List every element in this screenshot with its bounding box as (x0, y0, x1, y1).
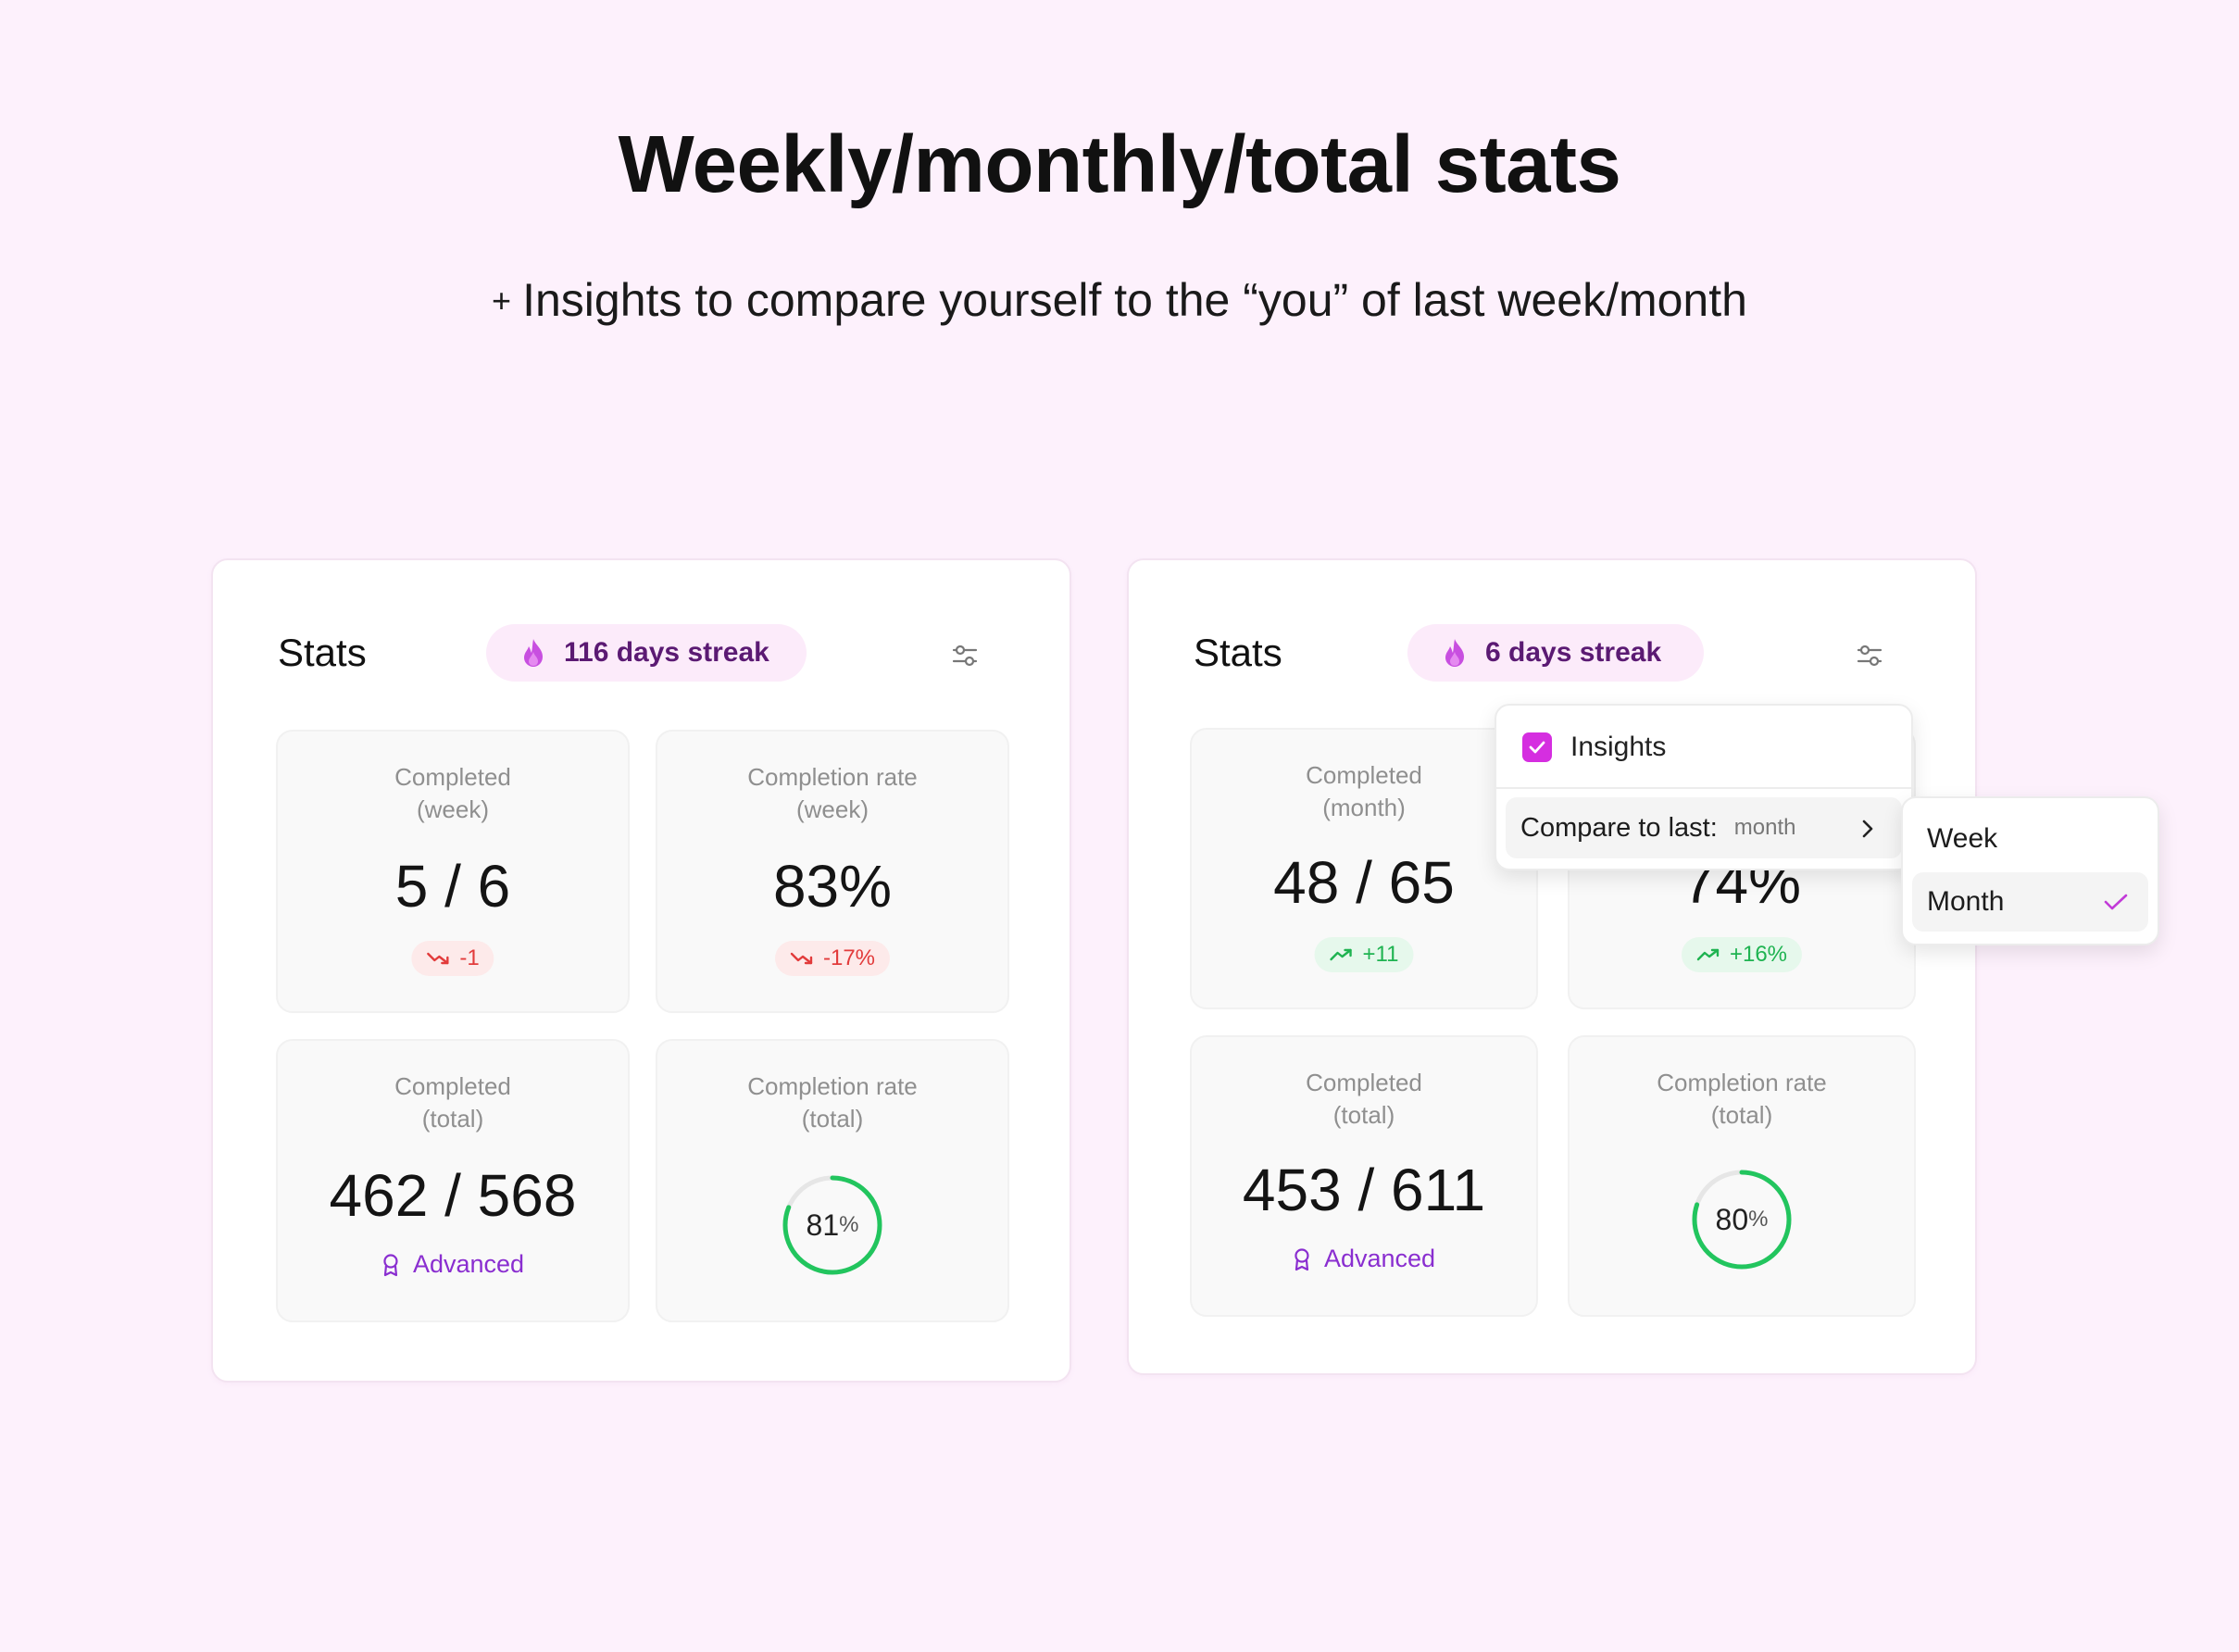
page-subline: + Insights to compare yourself to the “yo… (0, 273, 2239, 327)
plus-sign: + (492, 282, 512, 319)
trend-up-icon (1330, 948, 1352, 961)
ring-label: 81% (781, 1173, 884, 1277)
tile-sublabel: (total) (1332, 1101, 1395, 1129)
tile-sublabel: (month) (1322, 794, 1406, 821)
stats-panel-monthly: Stats 6 days streak Completed (month) 48… (1127, 558, 1977, 1375)
chevron-right-icon (1862, 820, 1873, 838)
streak-badge[interactable]: 6 days streak (1407, 624, 1704, 682)
tile-label: Completion rate (1657, 1069, 1827, 1096)
delta-badge: +16% (1681, 937, 1803, 972)
period-option-month[interactable]: Month (1912, 872, 2148, 932)
flame-icon (524, 639, 543, 667)
ring-unit: % (1748, 1207, 1769, 1232)
ring-label: 80% (1690, 1168, 1794, 1271)
tile-sublabel: (total) (1710, 1101, 1773, 1129)
level-label: Advanced (412, 1250, 525, 1278)
tile-label: Completed (394, 763, 511, 791)
compare-value: month (1733, 815, 1796, 840)
sliders-icon[interactable] (951, 642, 979, 670)
level-badge: Advanced (1293, 1245, 1435, 1273)
ring-value: 80 (1715, 1202, 1749, 1236)
tile-completed-week: Completed (week) 5 / 6 -1 (276, 730, 630, 1013)
progress-ring: 80% (1690, 1168, 1794, 1271)
trend-down-icon (790, 952, 813, 965)
delta-value: -1 (459, 945, 480, 970)
tile-sublabel: (total) (801, 1105, 864, 1133)
flame-icon (1445, 639, 1464, 667)
award-icon (1295, 1247, 1309, 1270)
delta-value: +16% (1729, 942, 1788, 967)
tile-rate-week: Completion rate (week) 83% -17% (656, 730, 1009, 1013)
stats-title: Stats (278, 631, 367, 674)
compare-label: Compare to last: (1520, 812, 1718, 843)
award-icon (383, 1253, 398, 1276)
delta-badge: +11 (1314, 937, 1414, 972)
insights-toggle[interactable]: Insights (1496, 728, 1911, 767)
trend-down-icon (427, 952, 449, 965)
page-headline: Weekly/monthly/total stats (618, 119, 1621, 209)
streak-label: 6 days streak (1485, 637, 1662, 668)
tile-completed-month: Completed (month) 48 / 65 +11 (1190, 728, 1538, 1009)
trend-up-icon (1696, 948, 1720, 961)
stats-panel-weekly: Stats 116 days streak Completed (week) 5… (211, 558, 1071, 1383)
tile-label: Completed (1306, 761, 1422, 789)
tile-rate-total: Completion rate (total) 81% (656, 1039, 1009, 1322)
tile-completed-total: Completed (total) 453 / 611 Advanced (1190, 1035, 1538, 1317)
ring-unit: % (839, 1212, 859, 1237)
tile-sublabel: (week) (795, 795, 869, 823)
ring-value: 81 (806, 1208, 840, 1242)
tile-label: Completed (394, 1072, 511, 1100)
stats-title: Stats (1194, 631, 1282, 674)
tile-value: 83% (772, 853, 893, 920)
insights-label: Insights (1570, 732, 1667, 762)
delta-value: -17% (822, 945, 876, 970)
check-icon (1529, 741, 1545, 754)
check-icon (2104, 894, 2128, 910)
tile-label: Completion rate (747, 1072, 918, 1100)
option-label: Week (1927, 823, 1998, 854)
tile-value: 462 / 568 (329, 1162, 577, 1229)
menu-divider (1496, 787, 1911, 789)
sliders-icon[interactable] (1856, 642, 1883, 670)
tile-value: 453 / 611 (1242, 1157, 1486, 1223)
insights-checkbox[interactable] (1522, 732, 1552, 762)
level-badge: Advanced (382, 1250, 524, 1279)
tile-value: 5 / 6 (394, 853, 511, 920)
tile-label: Completed (1306, 1069, 1422, 1096)
tile-sublabel: (week) (416, 795, 489, 823)
tile-value: 48 / 65 (1273, 849, 1455, 916)
panel-header: Stats 6 days streak (1129, 560, 1975, 727)
tile-label: Completion rate (747, 763, 918, 791)
option-label: Month (1927, 886, 2005, 917)
compare-to-last-item[interactable]: Compare to last: month (1506, 797, 1902, 858)
streak-label: 116 days streak (564, 637, 769, 668)
ring-arc (782, 1175, 882, 1275)
delta-value: +11 (1362, 942, 1399, 967)
tile-rate-total: Completion rate (total) 80% (1568, 1035, 1916, 1317)
period-dropdown: Week Month (1901, 796, 2159, 945)
ring-arc (1692, 1170, 1792, 1270)
insights-dropdown: Insights Compare to last: month (1495, 704, 1913, 870)
progress-ring: 81% (781, 1173, 884, 1277)
streak-badge[interactable]: 116 days streak (486, 624, 807, 682)
subline-text: Insights to compare yourself to the “you… (522, 274, 1747, 326)
period-option-week[interactable]: Week (1912, 809, 2148, 869)
panel-header: Stats 116 days streak (213, 560, 1069, 727)
level-label: Advanced (1323, 1245, 1436, 1272)
delta-badge: -17% (774, 941, 891, 976)
delta-badge: -1 (411, 941, 494, 976)
tile-completed-total: Completed (total) 462 / 568 Advanced (276, 1039, 630, 1322)
tile-sublabel: (total) (421, 1105, 484, 1133)
